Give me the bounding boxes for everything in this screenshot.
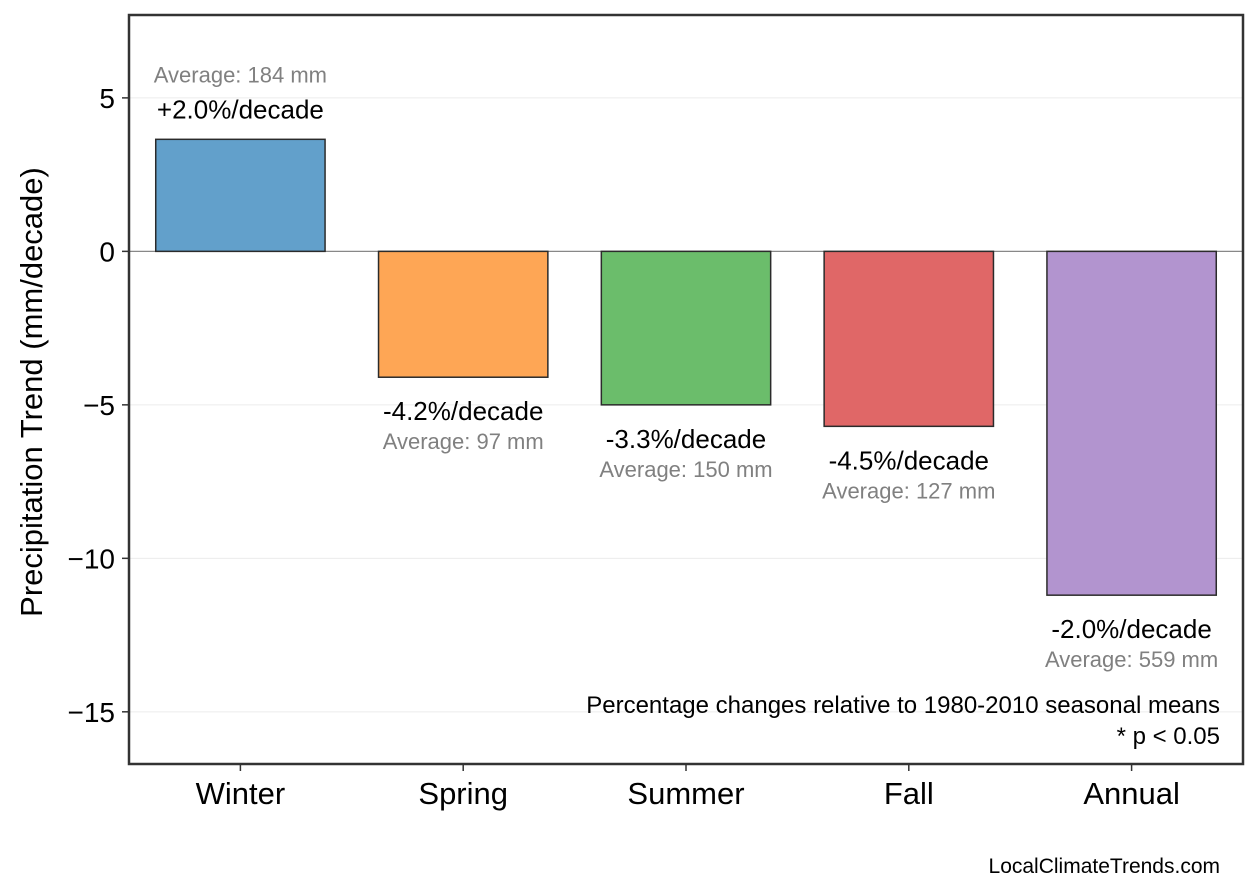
average-label-summer: Average: 150 mm <box>599 457 772 482</box>
x-tick-label-spring: Spring <box>418 776 508 811</box>
y-tick-label: −5 <box>83 390 115 421</box>
y-tick-label: −10 <box>68 543 116 574</box>
bar-annual <box>1046 250 1218 596</box>
bar-summer <box>600 250 772 406</box>
x-tick-label-fall: Fall <box>884 776 934 811</box>
footnote-relative-means: Percentage changes relative to 1980-2010… <box>586 692 1220 719</box>
bar-spring <box>377 250 549 378</box>
label-layer: +2.0%/decade Average: 184 mm -4.2%/decade A… <box>154 62 1218 672</box>
y-tick-label: 0 <box>99 236 115 267</box>
axis-layer: 5 0 −5 −10 −15 Winter Spring Summer Fall Annual <box>68 83 1180 811</box>
source-credit: LocalClimateTrends.com <box>989 855 1220 878</box>
footnote-significance: * p < 0.05 <box>1117 723 1220 750</box>
percent-label-spring: -4.2%/decade <box>383 396 543 426</box>
percent-label-annual: -2.0%/decade <box>1051 614 1211 644</box>
bar-winter <box>154 138 326 253</box>
percent-label-summer: -3.3%/decade <box>606 424 766 454</box>
y-tick-label: 5 <box>99 83 115 114</box>
average-label-spring: Average: 97 mm <box>383 429 544 454</box>
x-tick-label-winter: Winter <box>196 776 286 811</box>
x-tick-label-summer: Summer <box>627 776 744 811</box>
average-label-annual: Average: 559 mm <box>1045 647 1218 672</box>
x-tick-label-annual: Annual <box>1083 776 1180 811</box>
average-label-fall: Average: 127 mm <box>822 478 995 503</box>
percent-label-fall: -4.5%/decade <box>829 445 989 475</box>
percent-label-winter: +2.0%/decade <box>157 94 324 124</box>
y-axis-title: Precipitation Trend (mm/decade) <box>14 167 49 617</box>
bar-fall <box>823 250 995 428</box>
y-tick-label: −15 <box>68 697 116 728</box>
average-label-winter: Average: 184 mm <box>154 62 327 87</box>
bar-layer <box>154 138 1218 596</box>
